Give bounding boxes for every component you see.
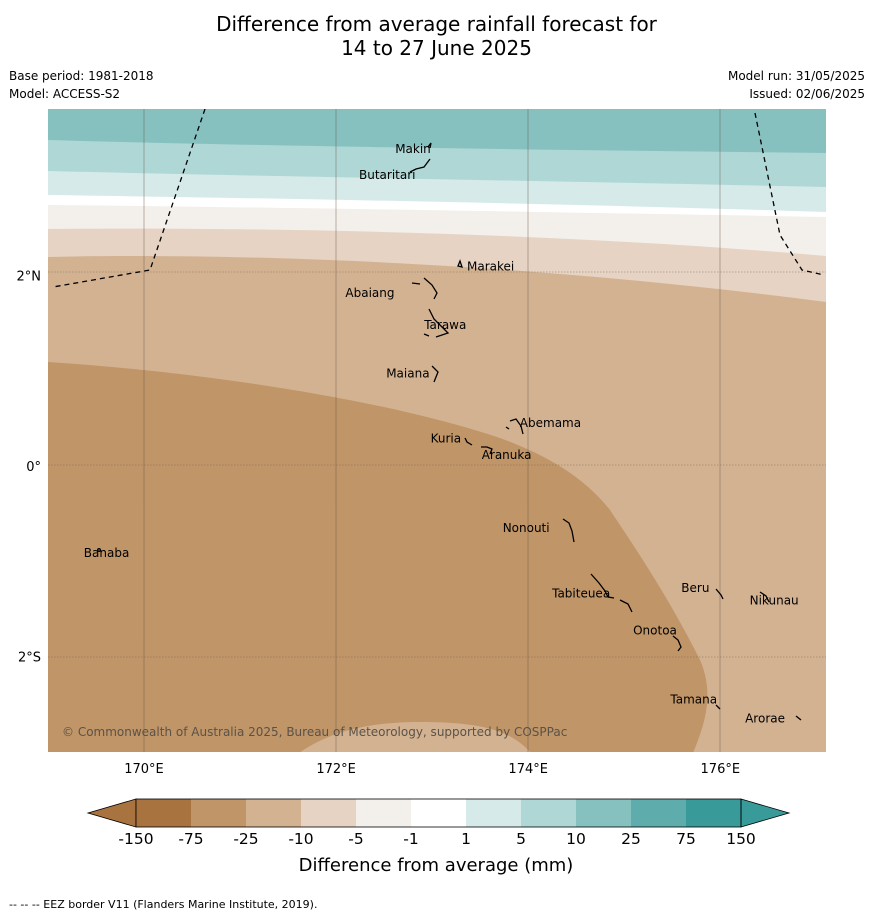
island-outlines xyxy=(97,142,802,721)
colorbar-over-arrow xyxy=(740,798,791,828)
eez-border xyxy=(52,109,825,288)
colorbar-tick-label: 5 xyxy=(516,830,526,848)
lat-tick-label: 0° xyxy=(26,460,41,475)
island-label-arorae: Arorae xyxy=(745,712,785,726)
title-line-2: 14 to 27 June 2025 xyxy=(341,36,532,60)
base-period-text: Base period: 1981-2018 xyxy=(9,69,154,83)
island-label-marakei: Marakei xyxy=(467,260,514,274)
axis-labels: 170°E 172°E 174°E 176°E 2°N 0° 2°S xyxy=(17,270,741,777)
colorbar-tick-label: -25 xyxy=(233,830,258,848)
eez-footnote: -- -- -- EEZ border V11 (Flanders Marine… xyxy=(9,898,318,911)
colorbar-tick-label: 10 xyxy=(566,830,586,848)
lon-tick-label: 170°E xyxy=(124,762,164,777)
colorbar-tick-label: 75 xyxy=(676,830,696,848)
island-label-abaiang: Abaiang xyxy=(345,286,394,300)
chart-title: Difference from average rainfall forecas… xyxy=(0,12,873,60)
island-label-beru: Beru xyxy=(681,581,709,595)
colorbar-frame xyxy=(135,798,742,828)
island-label-butaritari: Butaritari xyxy=(359,168,416,182)
colorbar-bin xyxy=(356,799,411,827)
island-label-maiana: Maiana xyxy=(386,367,429,381)
island-labels: Makin Butaritari Marakei Abaiang Tarawa Maian… xyxy=(84,142,799,726)
colorbar-tick-label: 150 xyxy=(726,830,756,848)
title-line-1: Difference from average rainfall forecas… xyxy=(216,12,657,36)
band-weak-patch xyxy=(300,722,530,752)
island-label-nonouti: Nonouti xyxy=(503,521,550,535)
colorbar-tick-label: -150 xyxy=(118,830,153,848)
island-label-nikunau: Nikunau xyxy=(750,594,799,608)
colorbar-tick-label: 25 xyxy=(621,830,641,848)
colorbar-tick-label: 1 xyxy=(461,830,471,848)
colorbar-bin xyxy=(301,799,356,827)
colorbar-tick-label: -1 xyxy=(403,830,418,848)
colorbar-tick-labels: -150 -75 -25 -10 -5 -1 1 5 10 25 75 150 xyxy=(118,830,755,848)
lon-tick-label: 174°E xyxy=(508,762,548,777)
map-area: Makin Butaritari Marakei Abaiang Tarawa Maian… xyxy=(48,109,826,752)
island-label-banaba: Banaba xyxy=(84,546,130,560)
model-run-text: Model run: 31/05/2025 xyxy=(727,69,865,83)
island-label-makin: Makin xyxy=(395,142,431,156)
colorbar-bin xyxy=(246,799,301,827)
colorbar-bin xyxy=(631,799,686,827)
colorbar-bin xyxy=(136,799,191,827)
meta-right: Model run: 31/05/2025 Issued: 02/06/2025 xyxy=(728,67,865,103)
colorbar-bin xyxy=(686,799,741,827)
island-label-abemama: Abemama xyxy=(520,416,581,430)
island-label-kuria: Kuria xyxy=(431,431,462,445)
island-label-tamana: Tamana xyxy=(669,692,717,706)
colorbar xyxy=(86,798,791,828)
meta-left: Base period: 1981-2018 Model: ACCESS-S2 xyxy=(9,67,154,103)
colorbar-title: Difference from average (mm) xyxy=(299,855,574,876)
island-label-aranuka: Aranuka xyxy=(482,448,532,462)
colorbar-bin xyxy=(521,799,576,827)
issued-text: Issued: 02/06/2025 xyxy=(749,87,865,101)
colorbar-bin xyxy=(576,799,631,827)
island-label-onotoa: Onotoa xyxy=(633,624,677,638)
colorbar-bin xyxy=(466,799,521,827)
lat-tick-label: 2°S xyxy=(18,651,41,666)
island-label-tabiteuea: Tabiteuea xyxy=(551,587,610,601)
graticule xyxy=(48,109,826,752)
copyright-notice: © Commonwealth of Australia 2025, Bureau… xyxy=(62,725,567,739)
colorbar-tick-label: -75 xyxy=(178,830,203,848)
lon-tick-label: 172°E xyxy=(316,762,356,777)
colorbar-tick-label: -5 xyxy=(348,830,363,848)
lat-tick-label: 2°N xyxy=(17,270,42,285)
island-label-tarawa: Tarawa xyxy=(423,318,466,332)
colorbar-bin xyxy=(191,799,246,827)
colorbar-tick-label: -10 xyxy=(288,830,313,848)
band-minus75-to-minus25 xyxy=(48,362,708,752)
colorbar-bin xyxy=(411,799,466,827)
model-text: Model: ACCESS-S2 xyxy=(9,87,121,101)
lon-tick-label: 176°E xyxy=(701,762,741,777)
colorbar-under-arrow xyxy=(86,798,137,828)
